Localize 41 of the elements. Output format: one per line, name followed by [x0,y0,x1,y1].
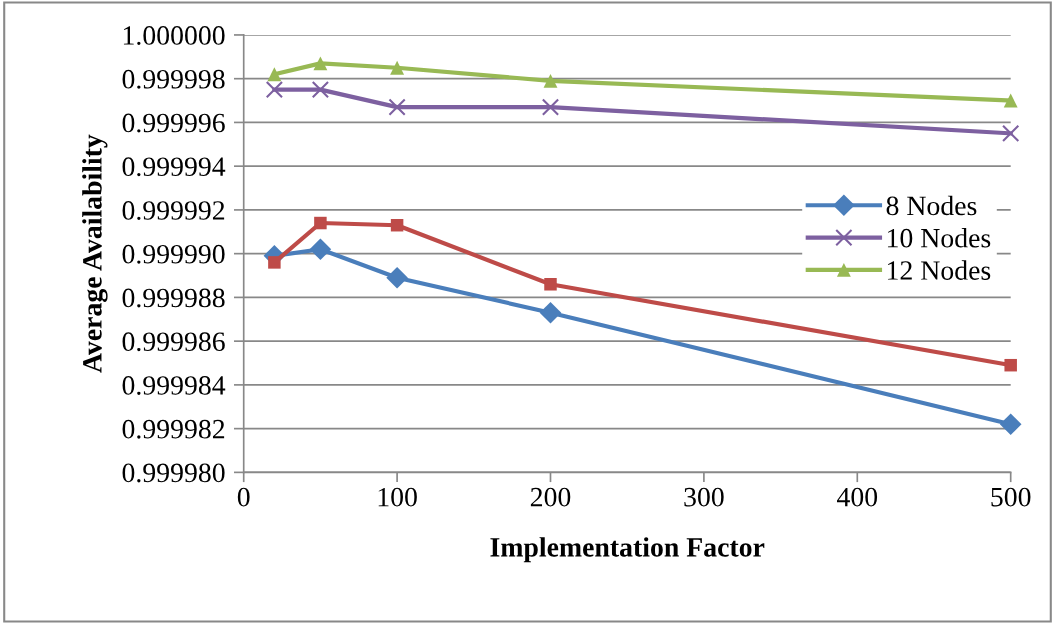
y-tick-label: 0.999980 [122,463,225,483]
y-tick-label: 0.999992 [122,201,225,220]
point [267,67,282,82]
x-tick-label: 100 [378,487,417,507]
point [309,238,332,261]
x-tick-label: 400 [837,487,878,507]
point [386,266,408,289]
y-tick-label: 0.999982 [122,419,225,439]
y-axis-title: Average Availability [82,134,108,373]
y-tick-label: 0.999990 [122,244,225,264]
point [1002,124,1020,143]
x-tick-label: 0 [237,487,250,507]
y-tick-label: 1.000000 [123,26,225,45]
y-tick-label: 0.999998 [122,69,225,89]
point [543,73,558,88]
point [390,60,405,75]
point [539,301,562,324]
point [388,98,406,116]
y-tick-label: 0.999984 [122,376,226,395]
point [314,216,327,230]
point [268,256,281,269]
y-tick-label: 0.999994 [122,157,226,177]
point [1004,358,1017,372]
legend-label: 8 Nodes [886,195,977,216]
point [313,56,328,71]
point [544,278,557,291]
legend-label: 10 Nodes [887,228,991,248]
point [541,98,560,116]
y-tick-label: 0.999996 [122,113,225,133]
x-tick-label: 300 [684,487,724,507]
x-tick-label: 200 [530,487,571,507]
y-tick-label: 0.999986 [122,332,225,352]
x-tick-label: 500 [991,487,1031,507]
point [1003,93,1018,108]
y-tick-label: 0.999988 [122,288,225,308]
point [999,413,1022,436]
point [265,80,284,99]
point [390,218,404,232]
legend-label: 12 Nodes [887,260,991,280]
x-axis-title: Implementation Factor [490,537,765,563]
point [311,80,330,99]
